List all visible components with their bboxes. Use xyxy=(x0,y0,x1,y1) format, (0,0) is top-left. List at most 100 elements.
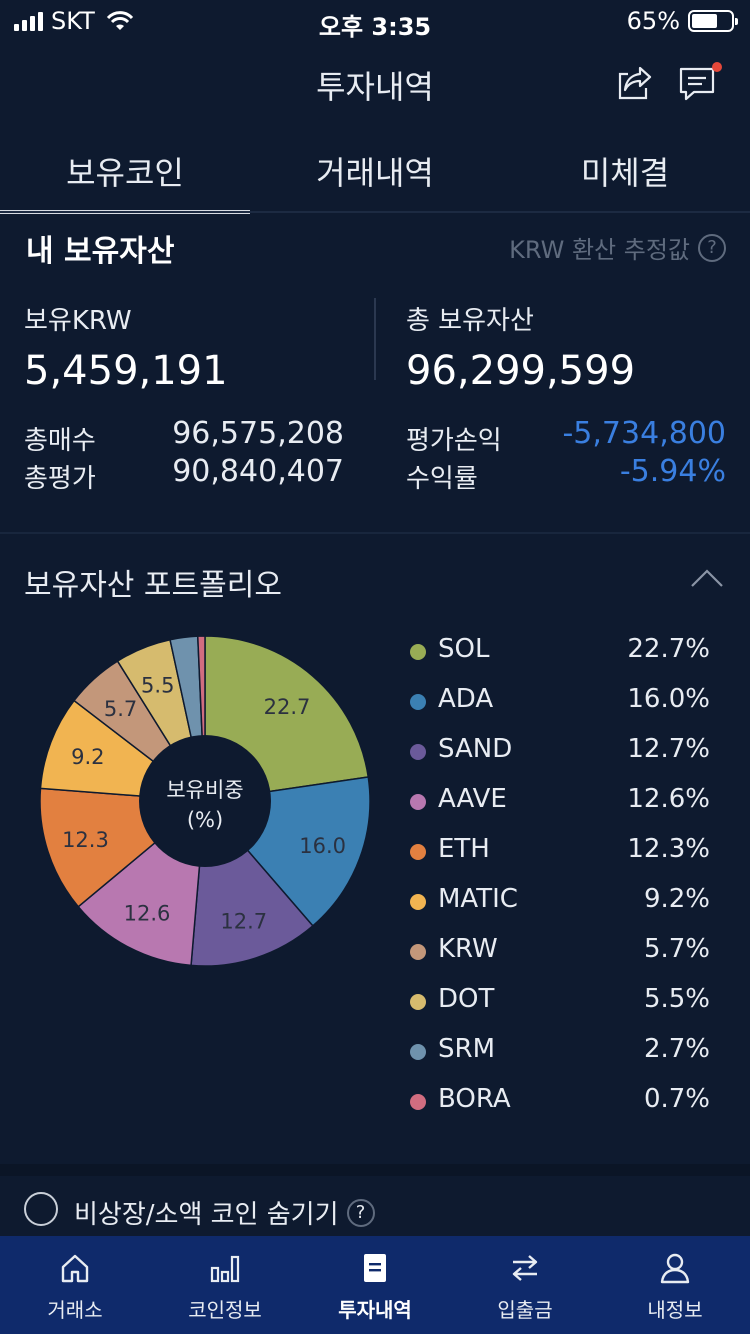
legend-dot xyxy=(410,1094,426,1110)
legend-percent: 9.2% xyxy=(643,884,710,914)
legend-name: ETH xyxy=(438,834,490,864)
notification-dot xyxy=(712,62,722,72)
legend-item-bora: BORA 0.7% xyxy=(410,1084,710,1134)
nav-label: 코인정보 xyxy=(188,1298,262,1322)
legend-percent: 12.3% xyxy=(627,834,710,864)
legend-item-matic: MATIC 9.2% xyxy=(410,884,710,934)
legend-percent: 12.7% xyxy=(627,734,710,764)
estimate-note[interactable]: KRW 환산 추정값 ? xyxy=(509,230,726,265)
help-icon[interactable]: ? xyxy=(698,233,726,262)
hide-small-coins-label: 비상장/소액 코인 숨기기 xyxy=(74,1200,339,1230)
battery-icon xyxy=(688,10,738,32)
legend-item-aave: AAVE 12.6% xyxy=(410,784,710,834)
legend-item-sand: SAND 12.7% xyxy=(410,734,710,784)
bar-chart-icon xyxy=(210,1255,240,1283)
legend-name: AAVE xyxy=(438,784,507,814)
battery-status: 65% xyxy=(626,7,738,35)
carrier: SKT xyxy=(14,7,135,35)
krw-label: 보유KRW xyxy=(24,306,132,336)
pie-label-dot: 5.5 xyxy=(141,674,174,698)
signal-icon xyxy=(14,11,43,31)
legend-name: MATIC xyxy=(438,884,518,914)
legend-dot xyxy=(410,994,426,1010)
tab-divider xyxy=(0,211,750,213)
section-divider xyxy=(0,532,750,534)
home-icon xyxy=(61,1254,89,1283)
help-icon[interactable]: ? xyxy=(346,1198,375,1227)
battery-percent: 65% xyxy=(626,7,680,35)
pie-label-eth: 12.3 xyxy=(62,828,109,852)
section-gap xyxy=(0,1164,750,1176)
pie-label-krw: 5.7 xyxy=(104,697,137,721)
nav-exchange[interactable]: 거래소 xyxy=(0,1236,150,1334)
tab-holdings[interactable]: 보유코인 xyxy=(0,124,250,214)
legend-name: DOT xyxy=(438,984,495,1014)
tab-trade-history[interactable]: 거래내역 xyxy=(316,154,434,192)
bottom-nav: 거래소 코인정보 투자내역 입출금 내정보 xyxy=(0,1236,750,1334)
estimate-note-label: KRW 환산 추정값 xyxy=(509,236,690,264)
nav-coin-info[interactable]: 코인정보 xyxy=(150,1236,300,1334)
hide-small-coins-radio[interactable] xyxy=(24,1192,58,1226)
nav-label: 입출금 xyxy=(497,1298,553,1322)
nav-investments[interactable]: 투자내역 xyxy=(300,1236,450,1334)
total-label: 총 보유자산 xyxy=(406,306,534,336)
total-value: 96,299,599 xyxy=(406,348,636,394)
pie-center-hole xyxy=(139,735,271,867)
pnl-value: -5,734,800 xyxy=(562,416,726,451)
section-title: 내 보유자산 xyxy=(26,234,175,269)
hide-small-coins-option[interactable]: 비상장/소액 코인 숨기기 ? xyxy=(0,1176,750,1236)
portfolio-section: 보유자산 포트폴리오 22.7 16.0 12.7 12.6 12.3 9.2 5.7 5.5… xyxy=(0,534,750,1164)
page-title: 투자내역 xyxy=(316,68,434,106)
legend-dot xyxy=(410,744,426,760)
hide-small-coins-text: 비상장/소액 코인 숨기기 ? xyxy=(74,1194,375,1231)
nav-deposit-withdraw[interactable]: 입출금 xyxy=(450,1236,600,1334)
eval-label: 총평가 xyxy=(24,464,96,494)
tab-bar: 보유코인 거래내역 미체결 xyxy=(0,124,750,214)
portfolio-pie-chart: 22.7 16.0 12.7 12.6 12.3 9.25.75.5 보유비중 (%) xyxy=(39,635,371,967)
legend-percent: 2.7% xyxy=(643,1034,710,1064)
chevron-up-icon[interactable] xyxy=(690,568,724,588)
transfer-icon xyxy=(512,1255,538,1281)
nav-label: 거래소 xyxy=(47,1298,103,1322)
portfolio-title: 보유자산 포트폴리오 xyxy=(24,568,282,603)
message-icon xyxy=(679,67,715,101)
my-assets-section: 내 보유자산 KRW 환산 추정값 ? 보유KRW 5,459,191 총 보유… xyxy=(0,214,750,532)
legend-dot xyxy=(410,1044,426,1060)
buy-label: 총매수 xyxy=(24,426,96,456)
share-icon[interactable] xyxy=(616,64,656,104)
pie-label-sand: 12.7 xyxy=(220,909,267,933)
rate-label: 수익률 xyxy=(406,464,478,494)
divider xyxy=(374,298,376,380)
legend-percent: 12.6% xyxy=(627,784,710,814)
legend-name: BORA xyxy=(438,1084,511,1114)
rate-value: -5.94% xyxy=(619,454,726,489)
legend-dot xyxy=(410,894,426,910)
pie-label-aave: 12.6 xyxy=(124,901,171,925)
legend-name: SRM xyxy=(438,1034,496,1064)
legend-name: ADA xyxy=(438,684,494,714)
legend-percent: 16.0% xyxy=(627,684,710,714)
legend-dot xyxy=(410,844,426,860)
legend-dot xyxy=(410,694,426,710)
eval-value: 90,840,407 xyxy=(172,454,344,489)
legend-item-srm: SRM 2.7% xyxy=(410,1034,710,1084)
legend-percent: 0.7% xyxy=(643,1084,710,1114)
nav-my-info[interactable]: 내정보 xyxy=(600,1236,750,1334)
legend-dot xyxy=(410,944,426,960)
nav-label: 내정보 xyxy=(647,1298,703,1322)
pie-center-unit: (%) xyxy=(187,808,223,832)
document-icon xyxy=(364,1254,386,1282)
legend-item-eth: ETH 12.3% xyxy=(410,834,710,884)
tab-pending[interactable]: 미체결 xyxy=(580,154,670,192)
pie-label-sol: 22.7 xyxy=(264,695,311,719)
message-button[interactable] xyxy=(678,62,722,104)
buy-value: 96,575,208 xyxy=(172,416,344,451)
legend-percent: 22.7% xyxy=(627,634,710,664)
legend-item-sol: SOL 22.7% xyxy=(410,634,710,684)
legend-percent: 5.7% xyxy=(643,934,710,964)
legend-item-dot: DOT 5.5% xyxy=(410,984,710,1034)
header: 투자내역 xyxy=(0,44,750,124)
pie-center-label: 보유비중 xyxy=(166,778,243,802)
legend-name: SOL xyxy=(438,634,490,664)
nav-label: 투자내역 xyxy=(338,1298,412,1322)
